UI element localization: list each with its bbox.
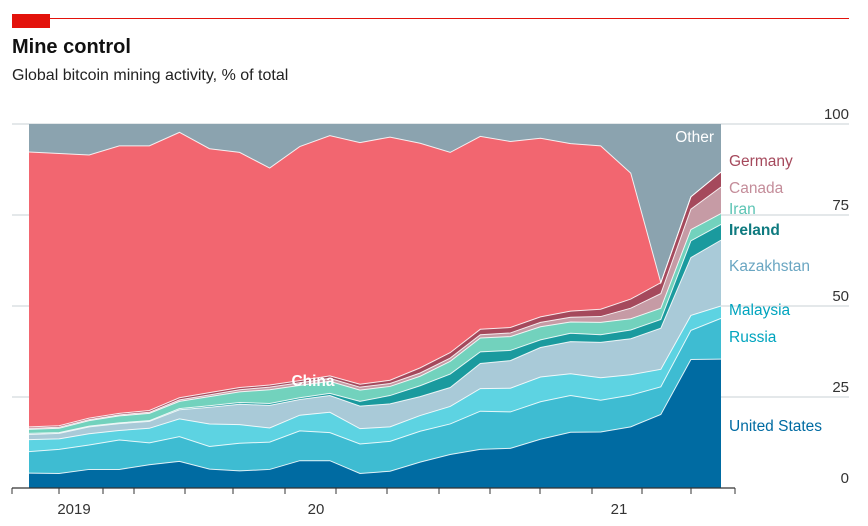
area-boundaries: [28, 131, 722, 474]
label-canada: Canada: [729, 180, 784, 197]
boundary-china: [28, 131, 722, 285]
y-axis-ticks: 0 25 50 75 100: [824, 106, 849, 487]
x-tick-label-21: 21: [611, 501, 628, 518]
y-tick-label-25: 25: [832, 379, 849, 396]
x-axis: 2019 20 21: [11, 487, 736, 518]
label-united-states: United States: [729, 418, 822, 435]
area-united-states: [29, 359, 721, 488]
x-tick-label-2019: 2019: [57, 501, 90, 518]
y-tick-label-50: 50: [832, 288, 849, 305]
boundary-kazakhstan: [28, 239, 722, 435]
label-malaysia: Malaysia: [729, 302, 791, 319]
area-other: [29, 124, 721, 283]
label-germany: Germany: [729, 153, 793, 170]
y-tick-label-0: 0: [841, 470, 849, 487]
area-iran: [29, 213, 721, 434]
y-tick-label-75: 75: [832, 197, 849, 214]
boundary-canada: [28, 186, 722, 429]
chart-title: Mine control: [12, 36, 131, 58]
boundary-united-states: [28, 358, 722, 474]
boundary-ireland: [28, 224, 722, 434]
boundary-germany: [28, 171, 722, 428]
boundary-malaysia: [28, 305, 722, 441]
label-iran: Iran: [729, 201, 756, 218]
label-ireland: Ireland: [729, 222, 780, 239]
boundary-iran: [28, 213, 722, 430]
area-china: [29, 132, 721, 427]
area-malaysia: [29, 306, 721, 452]
label-china: China: [291, 373, 334, 390]
y-tick-label-100: 100: [824, 106, 849, 123]
chart-subtitle: Global bitcoin mining activity, % of tot…: [12, 67, 288, 84]
area-layers: [29, 124, 721, 488]
label-other: Other: [675, 129, 714, 146]
label-russia: Russia: [729, 329, 777, 346]
label-kazakhstan: Kazakhstan: [729, 258, 810, 275]
area-russia: [29, 318, 721, 474]
boundary-russia: [28, 317, 722, 453]
x-tick-label-20: 20: [308, 501, 325, 518]
brand-red-tab: [12, 14, 50, 28]
